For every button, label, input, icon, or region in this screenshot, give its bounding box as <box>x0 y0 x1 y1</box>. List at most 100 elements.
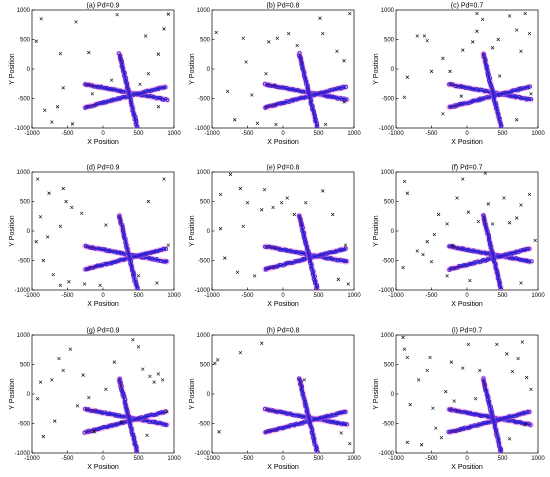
clutter-marker <box>514 216 519 220</box>
clutter-stroke <box>39 17 43 21</box>
y-axis-label: Y Position <box>373 378 380 409</box>
clutter-marker <box>156 372 161 376</box>
y-tick-label: -1000 <box>15 288 31 294</box>
clutter-marker <box>405 355 410 360</box>
clutter-marker <box>445 274 449 278</box>
clutter-stroke <box>279 200 284 205</box>
clutter-marker <box>238 186 243 191</box>
clutter-stroke <box>422 34 427 38</box>
clutter-marker <box>165 409 169 414</box>
track-estimate-line <box>118 215 138 289</box>
panel-title: (h) Pd=0.8 <box>267 328 300 335</box>
clutter-stroke <box>507 14 512 18</box>
clutter-stroke <box>104 387 108 391</box>
clutter-stroke <box>43 108 47 113</box>
clutter-marker <box>461 177 465 181</box>
clutter-stroke <box>218 226 223 231</box>
clutter-marker <box>166 243 171 247</box>
clutter-marker <box>448 69 452 74</box>
x-tick-label: 0 <box>101 131 105 137</box>
clutter-stroke <box>262 187 267 192</box>
clutter-stroke <box>415 249 420 253</box>
clutter-stroke <box>339 431 343 435</box>
x-axis-label: X Position <box>451 464 483 471</box>
clutter-marker <box>321 31 325 36</box>
x-tick-label: -500 <box>61 456 74 462</box>
clutter-stroke <box>425 38 429 43</box>
clutter-stroke <box>335 49 339 54</box>
clutter-marker <box>527 192 532 197</box>
x-tick-label: 0 <box>281 131 285 137</box>
clutter-stroke <box>490 222 495 226</box>
clutter-marker <box>401 265 405 270</box>
y-tick-label: 1000 <box>17 8 31 14</box>
plot-area <box>395 9 539 129</box>
track-estimate-line <box>85 83 168 101</box>
clutter-marker <box>292 212 297 217</box>
target-track-2 <box>82 408 169 436</box>
clutter-marker <box>34 39 38 43</box>
clutter-marker <box>330 212 335 217</box>
x-axis-label: X Position <box>267 139 299 146</box>
clutter-marker <box>136 274 141 278</box>
plot-content <box>213 341 352 453</box>
clutter-stroke <box>445 222 449 226</box>
clutter-marker <box>425 38 429 43</box>
clutter-stroke <box>405 191 410 195</box>
clutter-stroke <box>486 202 491 206</box>
x-tick-label: 0 <box>101 293 105 299</box>
clutter-stroke <box>250 93 254 97</box>
y-tick-label: -500 <box>18 422 31 428</box>
x-tick-label: 1000 <box>167 456 181 462</box>
clutter-marker <box>321 189 325 193</box>
clutter-stroke <box>452 399 456 403</box>
clutter-marker <box>241 36 245 41</box>
clutter-stroke <box>519 203 523 207</box>
panel-title: (g) Pd=0.9 <box>87 328 120 335</box>
track-estimate-line <box>298 378 318 452</box>
clutter-stroke <box>136 345 141 349</box>
x-tick-label: -1000 <box>24 293 40 299</box>
clutter-stroke <box>244 60 248 64</box>
y-tick-label: 500 <box>20 38 31 44</box>
target-track-2 <box>262 83 349 111</box>
y-tick-label: -500 <box>198 259 211 265</box>
y-axis-label: Y Position <box>189 378 196 409</box>
clutter-stroke <box>480 17 485 22</box>
clutter-stroke <box>533 238 537 243</box>
clutter-stroke <box>514 118 519 122</box>
track-estimate-line <box>298 53 318 127</box>
clutter-marker <box>461 48 465 52</box>
clutter-marker <box>405 440 410 445</box>
x-tick-label: 1000 <box>347 131 361 137</box>
clutter-marker <box>466 342 471 347</box>
panel-a: (a) Pd=0.9 -1000 -500 0 500 1000 1000 500 0 -500 -… <box>9 3 181 147</box>
clutter-stroke <box>98 283 102 287</box>
clutter-marker <box>475 29 479 33</box>
panel-i: (i) Pd=0.7 -1000 -500 0 500 1000 1000 500 0 -500 -… <box>373 328 545 472</box>
clutter-marker <box>419 443 424 447</box>
plot-content <box>401 335 534 453</box>
clutter-stroke <box>87 50 91 55</box>
y-tick-label: 1000 <box>197 8 211 14</box>
clutter-stroke <box>348 11 352 16</box>
track-estimate-marker <box>528 423 533 428</box>
clutter-stroke <box>431 406 435 410</box>
clutter-stroke <box>267 40 271 44</box>
clutter-stroke <box>402 347 407 351</box>
clutter-stroke <box>41 434 46 439</box>
x-tick-label: 0 <box>465 131 469 137</box>
clutter-stroke <box>58 283 63 287</box>
x-tick-label: -1000 <box>204 293 220 299</box>
y-tick-label: 500 <box>20 200 31 206</box>
clutter-stroke <box>405 75 410 79</box>
y-tick-label: 0 <box>27 229 31 235</box>
clutter-marker <box>98 283 102 287</box>
clutter-stroke <box>217 430 221 434</box>
clutter-stroke <box>461 177 465 181</box>
clutter-marker <box>520 340 525 344</box>
clutter-marker <box>339 431 343 435</box>
clutter-stroke <box>90 92 95 96</box>
clutter-marker <box>104 223 108 227</box>
clutter-marker <box>61 86 65 90</box>
